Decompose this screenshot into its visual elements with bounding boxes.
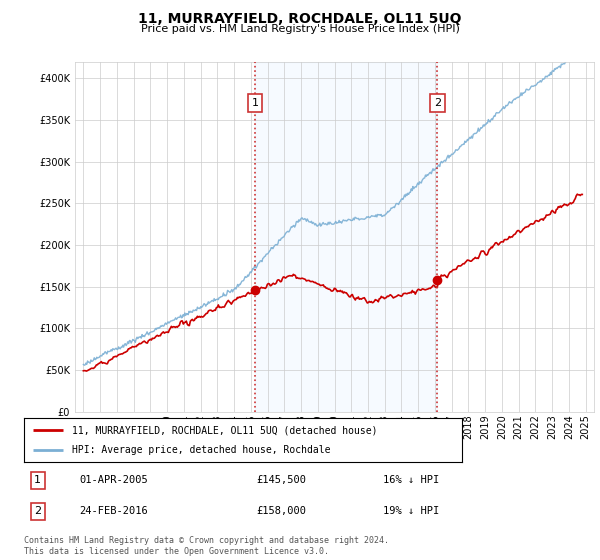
Text: 11, MURRAYFIELD, ROCHDALE, OL11 5UQ: 11, MURRAYFIELD, ROCHDALE, OL11 5UQ bbox=[138, 12, 462, 26]
Text: 2: 2 bbox=[434, 98, 441, 108]
Text: 24-FEB-2016: 24-FEB-2016 bbox=[79, 506, 148, 516]
Text: 2: 2 bbox=[34, 506, 41, 516]
Text: 1: 1 bbox=[34, 475, 41, 486]
Text: 1: 1 bbox=[251, 98, 259, 108]
Text: 01-APR-2005: 01-APR-2005 bbox=[79, 475, 148, 486]
Text: Contains HM Land Registry data © Crown copyright and database right 2024.
This d: Contains HM Land Registry data © Crown c… bbox=[24, 536, 389, 556]
Text: 19% ↓ HPI: 19% ↓ HPI bbox=[383, 506, 439, 516]
Text: 11, MURRAYFIELD, ROCHDALE, OL11 5UQ (detached house): 11, MURRAYFIELD, ROCHDALE, OL11 5UQ (det… bbox=[72, 425, 377, 435]
Text: £145,500: £145,500 bbox=[256, 475, 306, 486]
Text: £158,000: £158,000 bbox=[256, 506, 306, 516]
Text: 16% ↓ HPI: 16% ↓ HPI bbox=[383, 475, 439, 486]
Text: Price paid vs. HM Land Registry's House Price Index (HPI): Price paid vs. HM Land Registry's House … bbox=[140, 24, 460, 34]
Text: HPI: Average price, detached house, Rochdale: HPI: Average price, detached house, Roch… bbox=[72, 445, 331, 455]
Bar bbox=[255, 62, 437, 412]
